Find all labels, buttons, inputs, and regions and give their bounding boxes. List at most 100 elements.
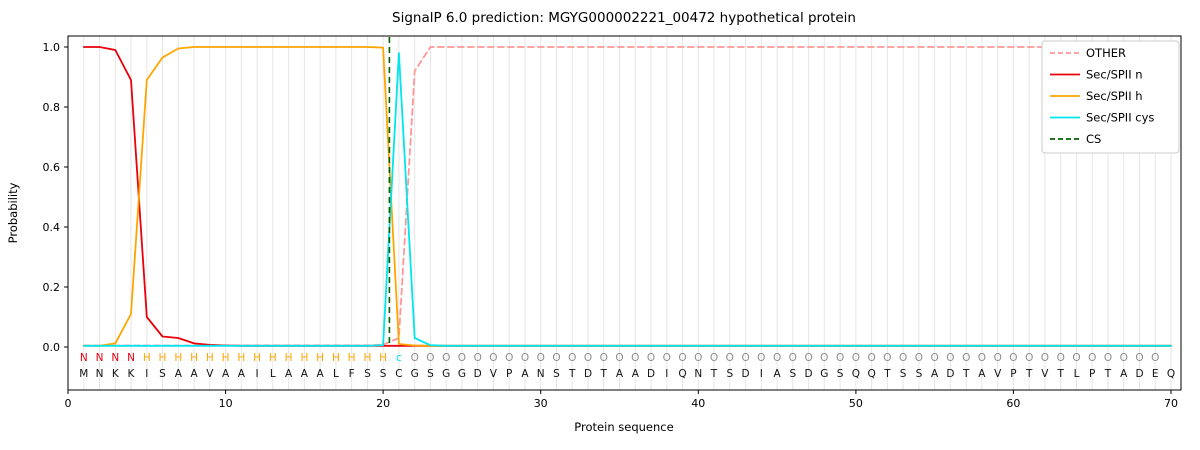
chart-title: SignalP 6.0 prediction: MGYG000002221_00…	[392, 10, 856, 26]
x-axis-label: Protein sequence	[574, 420, 673, 434]
annotation-letter: H	[363, 352, 371, 364]
annotation-letter: O	[663, 352, 671, 364]
annotation-letter: O	[615, 352, 623, 364]
sequence-letter: L	[333, 368, 339, 380]
annotation-letter: O	[946, 352, 954, 364]
sequence-letter: S	[900, 368, 907, 380]
sequence-letter: A	[222, 368, 230, 380]
sequence-letter: P	[1010, 368, 1016, 380]
annotation-letter: O	[568, 352, 576, 364]
sequence-letter: A	[521, 368, 529, 380]
sequence-letter: D	[1135, 368, 1143, 380]
sequence-letter: T	[599, 368, 607, 380]
annotation-letter: O	[489, 352, 497, 364]
sequence-letter: M	[79, 368, 88, 380]
sequence-letter: D	[584, 368, 592, 380]
y-tick-label: 0.8	[43, 101, 61, 114]
x-tick-label: 20	[376, 397, 390, 410]
sequence-letter: A	[978, 368, 986, 380]
annotation-letter: H	[159, 352, 167, 364]
sequence-letter: A	[616, 368, 624, 380]
legend: OTHER Sec/SPII n Sec/SPII h Sec/SPII cys CS	[1041, 40, 1180, 154]
series-line-sec-spii-h	[82, 46, 1172, 347]
annotation-letter: O	[678, 352, 686, 364]
annotation-letter: N	[111, 352, 119, 364]
sequence-letter: A	[301, 368, 309, 380]
sequence-letter: D	[647, 368, 655, 380]
annotation-letter: O	[773, 352, 781, 364]
y-axis-label: Probability	[6, 182, 20, 243]
plot-area: 0.00.20.40.60.81.00 10 20 30 40 50 60 70NMNNNKN…	[43, 35, 1182, 410]
sequence-letter: D	[805, 368, 813, 380]
x-tick-label: 0	[65, 397, 72, 410]
annotation-letter: O	[852, 352, 860, 364]
plot-border	[67, 35, 1182, 391]
annotation-letter: O	[867, 352, 875, 364]
annotation-letter: H	[348, 352, 356, 364]
legend-label-sec-spii-h: Sec/SPII h	[1086, 89, 1143, 103]
sequence-letter: G	[458, 368, 466, 380]
annotation-letter: H	[285, 352, 293, 364]
sequence-letter: T	[883, 368, 891, 380]
sequence-letter: A	[238, 368, 246, 380]
sequence-letter: V	[490, 368, 498, 380]
x-tick-label: 50	[849, 397, 863, 410]
sequence-letter: A	[1120, 368, 1128, 380]
sequence-letter: T	[1025, 368, 1033, 380]
annotation-letter: H	[190, 352, 198, 364]
x-tick-label: 30	[534, 397, 548, 410]
annotation-letter: O	[1041, 352, 1049, 364]
x-tick-label: 70	[1164, 397, 1178, 410]
sequence-letter: D	[474, 368, 482, 380]
sequence-letter: S	[789, 368, 796, 380]
legend-label-sec-spii-cys: Sec/SPII cys	[1086, 111, 1154, 125]
annotation-letter: H	[174, 352, 182, 364]
sequence-letter: A	[285, 368, 293, 380]
annotation-letter: O	[1057, 352, 1065, 364]
sequence-letter: T	[710, 368, 718, 380]
annotation-letter: O	[883, 352, 891, 364]
y-tick-label: 0.4	[43, 221, 61, 234]
annotation-letter: O	[930, 352, 938, 364]
annotation-letter: O	[710, 352, 718, 364]
annotation-letter: O	[915, 352, 923, 364]
sequence-letter: I	[665, 368, 668, 380]
annotation-letter: N	[80, 352, 88, 364]
sequence-letter: Q	[1167, 368, 1175, 380]
annotation-letter: H	[253, 352, 261, 364]
annotation-letter: O	[505, 352, 513, 364]
annotation-letter: O	[426, 352, 434, 364]
sequence-letter: K	[112, 368, 120, 380]
sequence-letter: A	[931, 368, 939, 380]
sequence-letter: N	[537, 368, 545, 380]
sequence-letter: G	[820, 368, 828, 380]
annotation-letter: O	[1072, 352, 1080, 364]
annotation-letter: O	[600, 352, 608, 364]
annotation-letter: O	[521, 352, 529, 364]
sequence-letter: S	[364, 368, 371, 380]
sequence-letter: V	[206, 368, 214, 380]
y-tick-label: 1.0	[43, 41, 61, 54]
y-tick-label: 0.2	[43, 281, 61, 294]
annotation-letter: H	[379, 352, 387, 364]
annotation-letter: O	[442, 352, 450, 364]
annotation-letter: O	[552, 352, 560, 364]
annotation-letter: O	[978, 352, 986, 364]
sequence-letter: G	[411, 368, 419, 380]
sequence-letter: D	[946, 368, 954, 380]
sequence-letter: D	[742, 368, 750, 380]
sequence-letter: T	[568, 368, 576, 380]
sequence-letter: P	[506, 368, 512, 380]
annotation-letter: O	[1088, 352, 1096, 364]
sequence-letter: S	[837, 368, 844, 380]
sequence-letter: A	[632, 368, 640, 380]
annotation-letter: O	[584, 352, 592, 364]
annotation-letter: N	[127, 352, 135, 364]
sequence-letter: L	[270, 368, 276, 380]
sequence-letter: V	[994, 368, 1002, 380]
sequence-letter: V	[1041, 368, 1049, 380]
annotation-letter: H	[332, 352, 340, 364]
annotation-letter: N	[96, 352, 104, 364]
sequence-letter: I	[256, 368, 259, 380]
